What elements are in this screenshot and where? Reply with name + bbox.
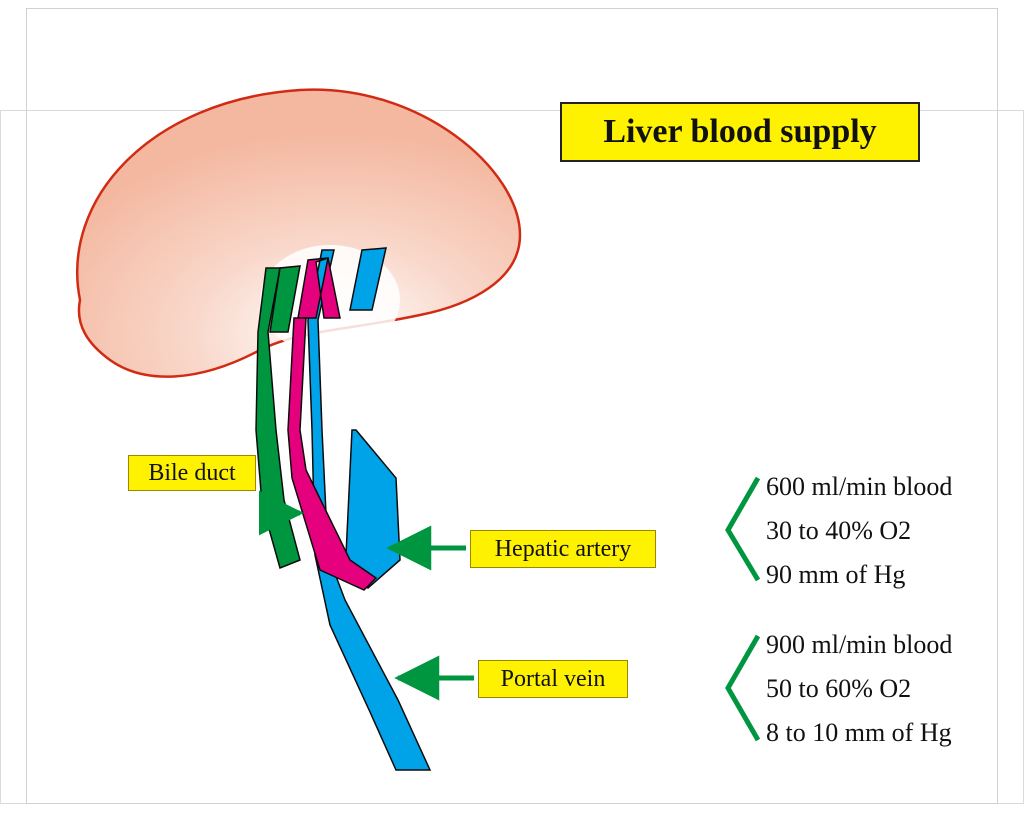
hepatic-bracket: [728, 478, 758, 580]
hepatic-artery-label-text: Hepatic artery: [495, 536, 632, 563]
bile-duct-label-text: Bile duct: [148, 460, 235, 487]
portal-bracket: [728, 636, 758, 740]
portal-data-line-3: 8 to 10 mm of Hg: [766, 718, 952, 748]
diagram-title-text: Liver blood supply: [603, 113, 876, 151]
portal-data-line-1: 900 ml/min blood: [766, 630, 952, 660]
hepatic-data-line-3: 90 mm of Hg: [766, 560, 905, 590]
portal-vein-label-text: Portal vein: [501, 666, 606, 693]
hepatic-data-line-1: 600 ml/min blood: [766, 472, 952, 502]
hepatic-data-line-2: 30 to 40% O2: [766, 516, 911, 546]
portal-vein-label: Portal vein: [478, 660, 628, 698]
bile-duct-label: Bile duct: [128, 455, 256, 491]
portal-data-line-2: 50 to 60% O2: [766, 674, 911, 704]
hepatic-artery-label: Hepatic artery: [470, 530, 656, 568]
diagram-title-box: Liver blood supply: [560, 102, 920, 162]
